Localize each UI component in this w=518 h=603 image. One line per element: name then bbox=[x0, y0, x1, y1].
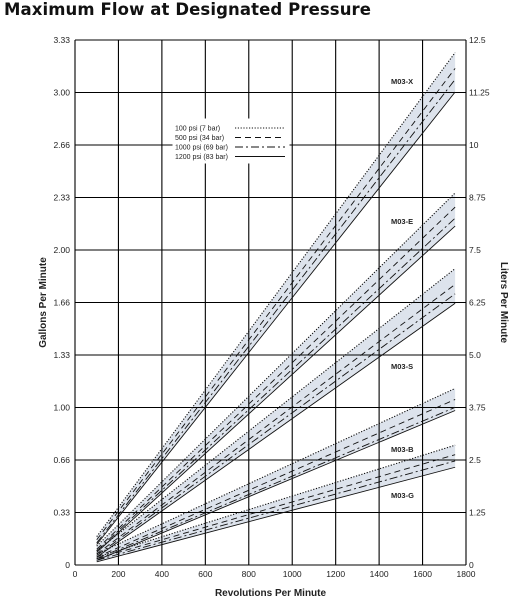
y-tick-label-left: 2.00 bbox=[53, 245, 70, 255]
y-tick-label-right: 5.0 bbox=[469, 350, 481, 360]
y-tick-label-right: 6.25 bbox=[469, 298, 486, 308]
x-tick-label: 200 bbox=[111, 569, 125, 579]
series-line bbox=[96, 460, 456, 561]
y-tick-label-right: 12.5 bbox=[469, 35, 486, 45]
chart-title: Maximum Flow at Designated Pressure bbox=[4, 0, 372, 19]
x-axis-title: Revolutions Per Minute bbox=[215, 588, 327, 599]
y-tick-label-right: 2.5 bbox=[469, 455, 481, 465]
series-line bbox=[96, 52, 456, 537]
series-line bbox=[96, 68, 456, 541]
y-tick-label-left: 1.33 bbox=[53, 350, 70, 360]
y-axis-title-right: Liters Per Minute bbox=[498, 262, 509, 344]
x-tick-label: 800 bbox=[242, 569, 256, 579]
y-axis-title-left: Gallons Per Minute bbox=[38, 257, 49, 348]
series-line bbox=[96, 217, 456, 552]
y-tick-label-left: 2.66 bbox=[53, 140, 70, 150]
y-tick-label-right: 3.75 bbox=[469, 403, 486, 413]
y-tick-label-right: 0 bbox=[469, 560, 474, 570]
series-line bbox=[96, 79, 456, 544]
y-tick-label-left: 0.66 bbox=[53, 455, 70, 465]
band-m03-b bbox=[96, 388, 456, 561]
band-m03-e bbox=[96, 192, 456, 553]
y-tick-label-left: 1.00 bbox=[53, 403, 70, 413]
y-tick-label-left: 0.33 bbox=[53, 508, 70, 518]
series-line bbox=[96, 406, 456, 560]
series-line bbox=[96, 268, 456, 552]
legend-label: 1000 psi (69 bar) bbox=[175, 145, 228, 152]
y-tick-label-left: 2.33 bbox=[53, 193, 70, 203]
model-label: M03-B bbox=[391, 445, 414, 454]
x-tick-label: 600 bbox=[198, 569, 212, 579]
series-line bbox=[96, 444, 456, 558]
model-label: M03-X bbox=[391, 77, 413, 86]
x-tick-label: 1400 bbox=[370, 569, 389, 579]
y-tick-label-left: 3.33 bbox=[53, 35, 70, 45]
legend-label: 100 psi (7 bar) bbox=[175, 126, 220, 133]
series-line bbox=[96, 293, 456, 556]
y-tick-label-right: 11.25 bbox=[469, 88, 490, 98]
y-tick-label-left: 1.66 bbox=[53, 298, 70, 308]
series-line bbox=[96, 284, 456, 555]
series-line bbox=[96, 399, 456, 558]
y-tick-label-left: 0 bbox=[65, 560, 70, 570]
series-line bbox=[96, 225, 456, 553]
x-tick-label: 0 bbox=[73, 569, 78, 579]
x-tick-label: 400 bbox=[155, 569, 169, 579]
model-label: M03-G bbox=[391, 491, 414, 500]
series-line bbox=[96, 466, 456, 563]
series-line bbox=[96, 410, 456, 561]
y-tick-label-left: 3.00 bbox=[53, 88, 70, 98]
series-line bbox=[96, 91, 456, 545]
legend-label: 500 psi (34 bar) bbox=[175, 135, 224, 142]
y-tick-label-right: 1.25 bbox=[469, 508, 486, 518]
x-tick-label: 1000 bbox=[283, 569, 302, 579]
x-tick-label: 1200 bbox=[326, 569, 345, 579]
y-tick-label-right: 10 bbox=[469, 140, 479, 150]
series-line bbox=[96, 454, 456, 560]
y-tick-label-right: 7.5 bbox=[469, 245, 481, 255]
x-tick-label: 1600 bbox=[413, 569, 432, 579]
legend-label: 1200 psi (83 bar) bbox=[175, 154, 228, 161]
model-label: M03-S bbox=[391, 362, 413, 371]
model-label: M03-E bbox=[391, 217, 413, 226]
y-tick-label-right: 8.75 bbox=[469, 193, 486, 203]
x-tick-label: 1800 bbox=[457, 569, 476, 579]
band-m03-s bbox=[96, 268, 456, 558]
series-line bbox=[96, 302, 456, 558]
band-m03-x bbox=[96, 52, 456, 545]
legend-box bbox=[172, 118, 290, 164]
series-line bbox=[96, 206, 456, 550]
